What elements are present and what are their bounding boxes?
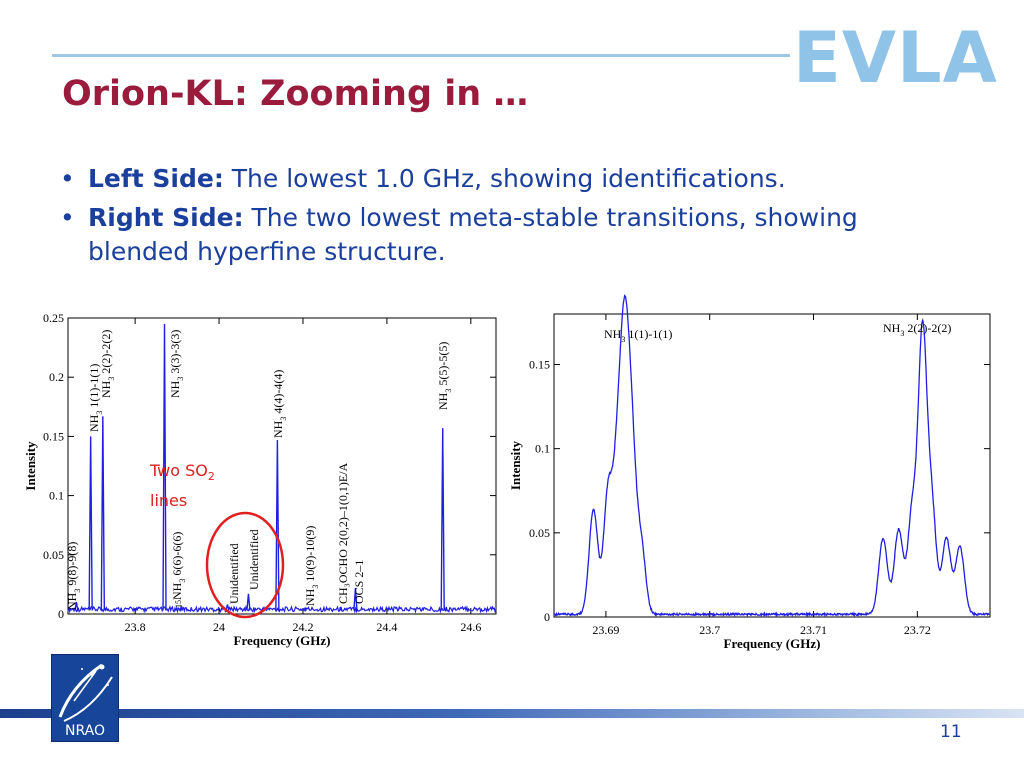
nrao-label: NRAO <box>65 723 105 739</box>
left-x-tick-label: 24 <box>213 620 225 634</box>
left-x-tick-label: 24.2 <box>292 620 313 634</box>
left-spectrum-baseline <box>67 604 497 614</box>
left-y-tick-label: 0 <box>58 607 64 621</box>
left-x-tick-label: 24.4 <box>376 620 397 634</box>
bullet-item: • Left Side: The lowest 1.0 GHz, showing … <box>60 162 940 196</box>
left-peak-label: OCS 2–1 <box>352 560 366 604</box>
left-spectrum-peak <box>179 605 184 611</box>
left-spectrum-peak <box>225 604 230 611</box>
footer-bar <box>0 709 1024 718</box>
unidentified-circle-highlight <box>205 511 285 619</box>
left-y-tick-label: 0.05 <box>43 548 64 562</box>
left-peak-label: Unidentified <box>227 543 241 604</box>
left-peak-label: Unidentified <box>247 529 261 590</box>
left-x-tick-label: 24.6 <box>460 620 481 634</box>
nrao-dish-icon: NRAO <box>58 663 113 739</box>
left-peak-label: CH₃OCHO 2(0,2)–1(0,1)E/A <box>336 462 350 604</box>
left-y-tick-label: 0.25 <box>43 311 64 325</box>
right-x-tick-label: 23.7 <box>699 623 720 637</box>
bullet-lead: Left Side: <box>88 164 224 193</box>
bullet-dot-icon: • <box>60 164 75 193</box>
left-spectrum-peak <box>74 602 79 611</box>
left-y-axis-label: Intensity <box>23 441 38 491</box>
left-peak-label: NH3 3(3)-3(3) <box>168 330 185 398</box>
left-peak-label: 15NH3 6(6)-6(6) <box>170 532 187 608</box>
nrao-logo: NRAO <box>51 654 119 742</box>
right-x-tick-label: 23.72 <box>904 623 931 637</box>
two-so2-annotation: Two SO2 <box>149 461 215 483</box>
left-x-axis-label: Frequency (GHz) <box>234 633 331 648</box>
left-peak-label: NH3 5(5)-5(5) <box>436 342 453 410</box>
left-spectrum-peak <box>246 593 251 611</box>
right-plot-frame <box>553 313 991 618</box>
left-spectrum-peak <box>100 416 106 611</box>
bullet-list: • Left Side: The lowest 1.0 GHz, showing … <box>60 162 940 274</box>
evla-logo: EVLA <box>793 17 998 99</box>
left-spectrum-peak <box>302 606 308 611</box>
left-plot-frame <box>67 317 497 615</box>
bullet-item: • Right Side: The two lowest meta-stable … <box>60 201 940 269</box>
left-peak-label: NH3 10(9)-10(9) <box>303 526 320 606</box>
left-peak-label: NH3 9(8)-9(8) <box>65 542 82 610</box>
right-x-tick-label: 23.69 <box>592 623 619 637</box>
right-x-tick-label: 23.71 <box>800 623 827 637</box>
left-peak-label: NH3 2(2)-2(2) <box>99 330 116 398</box>
left-spectrum-peak <box>275 439 280 611</box>
left-y-tick-label: 0.1 <box>49 489 64 503</box>
bullet-text: The two lowest meta-stable transitions, … <box>88 203 858 266</box>
left-x-tick-label: 23.8 <box>125 620 146 634</box>
bullet-dot-icon: • <box>60 203 75 232</box>
right-y-tick-label: 0.05 <box>529 526 550 540</box>
left-peak-label: NH3 4(4)-4(4) <box>271 370 288 438</box>
left-spectrum-peak <box>440 428 445 611</box>
right-x-axis-label: Frequency (GHz) <box>724 636 821 651</box>
right-peak-label: NH3 2(2)-2(2) <box>883 321 951 338</box>
left-y-tick-label: 0.2 <box>49 370 64 384</box>
slide-title: Orion-KL: Zooming in … <box>62 74 529 114</box>
page-number: 11 <box>940 722 962 742</box>
right-y-tick-label: 0.1 <box>535 442 550 456</box>
right-peak-label: NH3 1(1)-1(1) <box>604 327 672 344</box>
left-spectrum-peak <box>338 608 343 611</box>
left-spectrum-peak <box>88 436 93 611</box>
two-so2-annotation-line2: lines <box>150 491 187 510</box>
left-peak-label: NH3 1(1)-1(1) <box>87 364 104 432</box>
left-spectrum-peak <box>162 323 167 611</box>
right-spectrum-line <box>553 294 990 618</box>
right-y-axis-label: Intensity <box>508 440 523 490</box>
header-rule <box>52 54 790 57</box>
left-spectrum-peak <box>353 587 358 611</box>
right-y-tick-label: 0 <box>544 610 550 624</box>
right-y-tick-label: 0.15 <box>529 358 550 372</box>
bullet-lead: Right Side: <box>88 203 244 232</box>
bullet-text: The lowest 1.0 GHz, showing identificati… <box>223 164 786 193</box>
left-y-tick-label: 0.15 <box>43 429 64 443</box>
